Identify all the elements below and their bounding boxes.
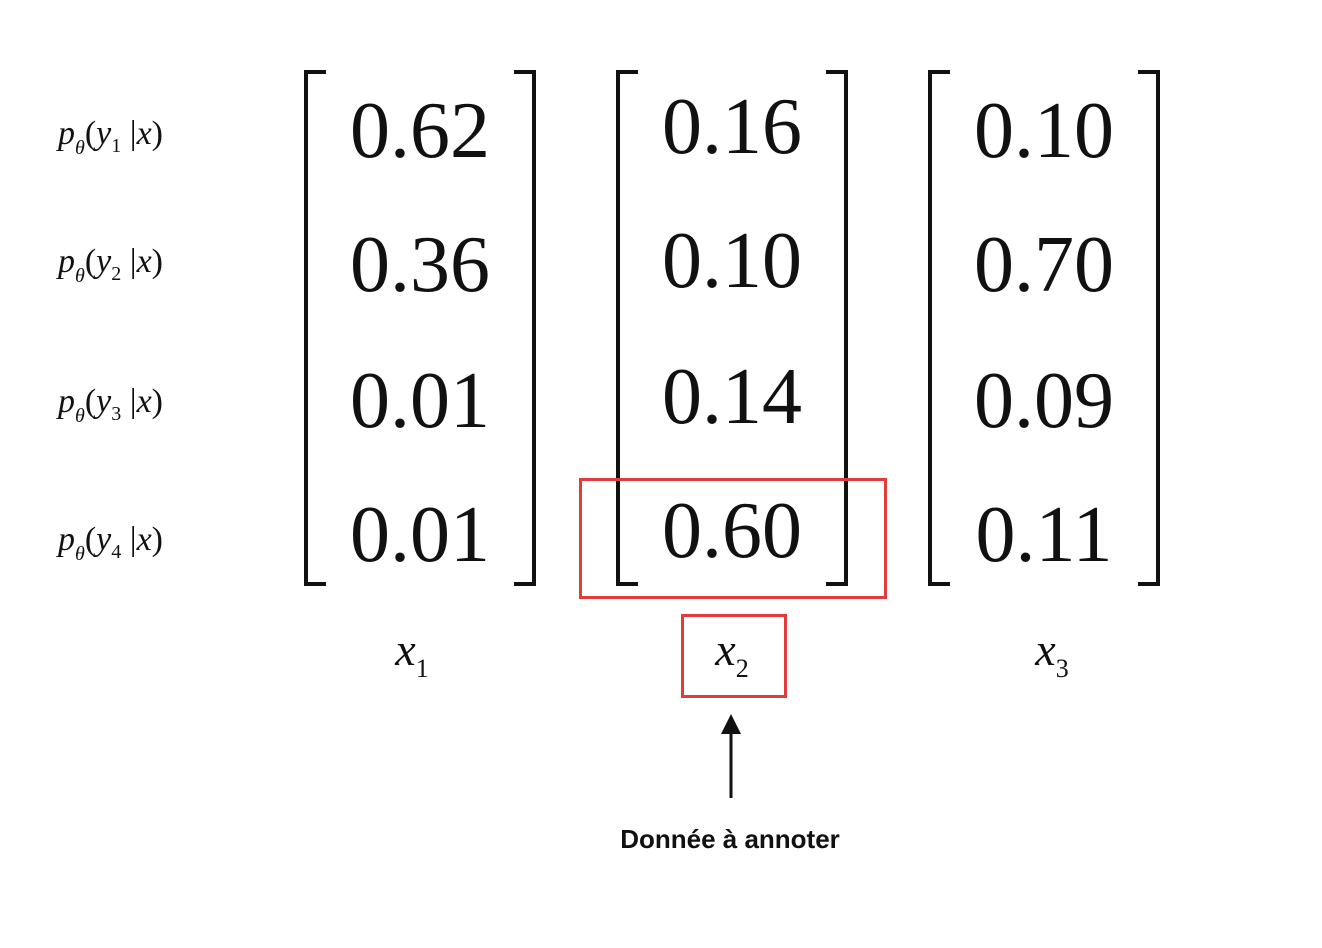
matrix-cell-highlighted: 0.60 (662, 487, 802, 575)
matrix-cell: 0.70 (974, 221, 1114, 309)
matrix-x2: 0.16 0.10 0.14 0.60 (616, 70, 848, 590)
column-label-x1: x1 (395, 624, 429, 683)
left-bracket (304, 70, 326, 586)
left-bracket (616, 70, 638, 586)
up-arrow-icon (721, 714, 741, 798)
row-label-2: pθ(y2 |x) (58, 243, 163, 287)
left-bracket (928, 70, 950, 586)
matrix-x1: 0.62 0.36 0.01 0.01 (304, 70, 536, 590)
matrix-cell: 0.36 (350, 221, 490, 309)
caption-label: Donnée à annoter (620, 824, 840, 854)
highlight-box-cell (579, 478, 887, 599)
highlight-box-label (681, 614, 787, 698)
matrix-cell: 0.14 (662, 353, 802, 441)
row-label-1: pθ(y1 |x) (58, 115, 163, 159)
matrix-cell: 0.11 (975, 491, 1113, 579)
matrix-cell: 0.16 (662, 83, 802, 171)
matrix-cell: 0.09 (974, 357, 1114, 445)
column-label-x3: x3 (1035, 624, 1069, 683)
right-bracket (1138, 70, 1160, 586)
column-label-x2: x2 (715, 624, 749, 683)
matrix-cell: 0.01 (350, 357, 490, 445)
matrix-cell: 0.10 (662, 217, 802, 305)
right-bracket (514, 70, 536, 586)
right-bracket (826, 70, 848, 586)
matrix-cell: 0.10 (974, 87, 1114, 175)
matrix-cell: 0.01 (350, 491, 490, 579)
matrix-x3: 0.10 0.70 0.09 0.11 (928, 70, 1160, 590)
row-label-3: pθ(y3 |x) (58, 383, 163, 427)
matrix-cell: 0.62 (350, 87, 490, 175)
row-label-4: pθ(y4 |x) (58, 521, 163, 565)
